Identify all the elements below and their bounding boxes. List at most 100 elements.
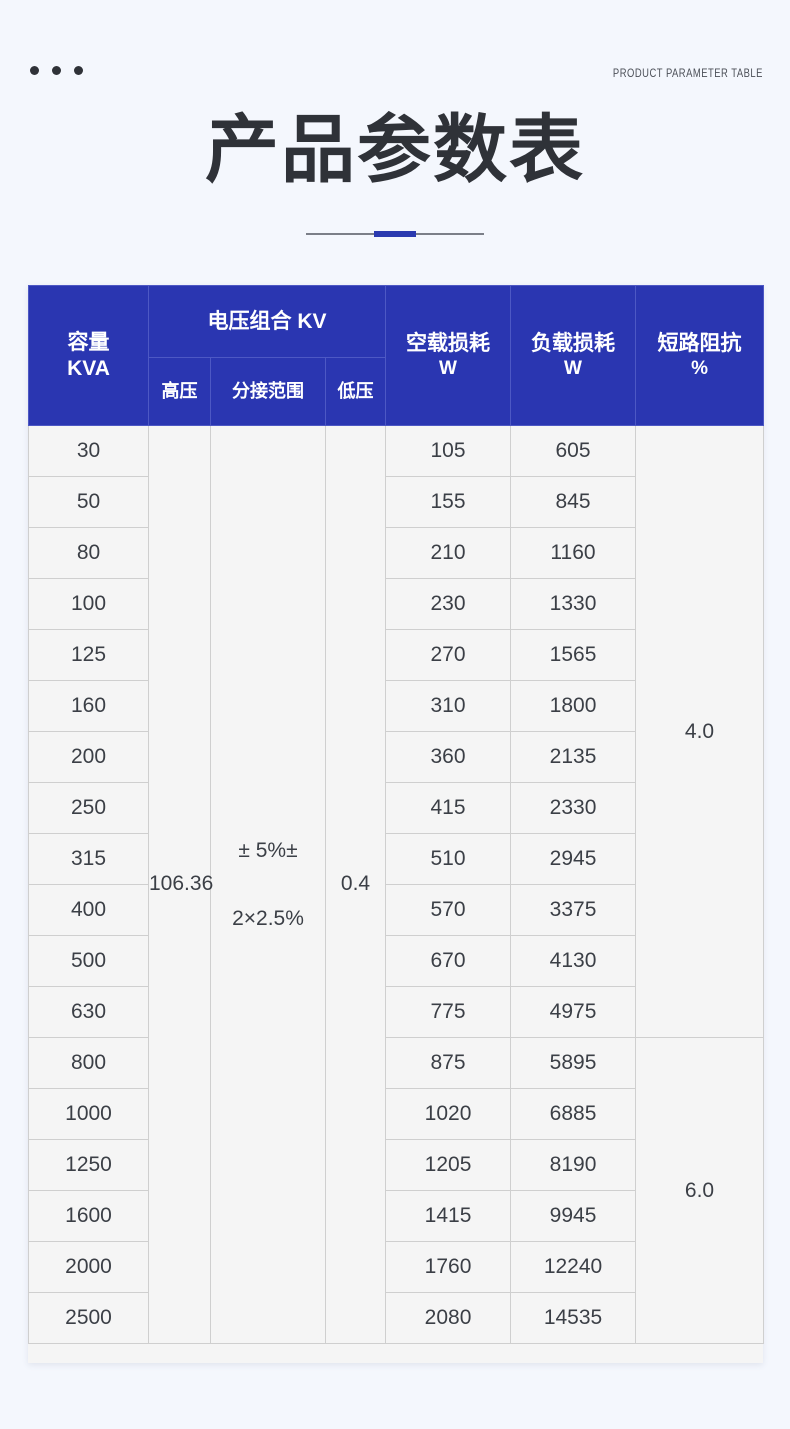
cell-no-load-loss: 270	[385, 629, 512, 681]
table-row: 500 670 4130	[28, 935, 764, 987]
table-row: 80 210 1160	[28, 527, 764, 579]
cell-no-load-loss: 1020	[385, 1088, 512, 1140]
cell-load-loss: 4975	[510, 986, 637, 1038]
cell-no-load-loss: 310	[385, 680, 512, 732]
cell-no-load-loss: 1205	[385, 1139, 512, 1191]
header-no-load-loss: 空载损耗 W	[385, 285, 512, 426]
cell-short-circuit-impedance: 6.0	[635, 1037, 765, 1344]
cell-load-loss: 605	[510, 425, 637, 477]
cell-load-loss: 1565	[510, 629, 637, 681]
top-bar: PRODUCT PARAMETER TABLE	[0, 58, 790, 98]
header-row-primary: 容量 KVA 电压组合 KV 空载损耗 W 负载损耗	[28, 285, 765, 426]
cell-no-load-loss: 570	[385, 884, 512, 936]
title-divider	[0, 230, 790, 237]
cell-low-voltage: 0.4	[324, 425, 387, 1344]
cell-capacity: 2500	[28, 1292, 149, 1344]
header-capacity: 容量 KVA	[28, 285, 149, 426]
divider-accent-segment	[374, 230, 416, 237]
cell-load-loss: 6885	[510, 1088, 637, 1140]
header-voltage-group: 电压组合 KV	[147, 285, 387, 358]
cell-no-load-loss: 2080	[385, 1292, 512, 1344]
cell-no-load-loss: 360	[385, 731, 512, 783]
cell-capacity: 315	[28, 833, 149, 885]
table-row: 100 230 1330	[28, 578, 764, 630]
header-tap-range: 分接范围	[210, 357, 326, 426]
cell-high-voltage: 106.36	[148, 425, 214, 1344]
cell-no-load-loss: 510	[385, 833, 512, 885]
cell-load-loss: 4130	[510, 935, 637, 987]
table-row: 250 415 2330	[28, 782, 764, 834]
high-voltage-value: 6	[201, 872, 214, 896]
cell-load-loss: 1330	[510, 578, 637, 630]
cell-no-load-loss: 210	[385, 527, 512, 579]
cell-no-load-loss: 875	[385, 1037, 512, 1089]
header-impedance-name: 短路阻抗	[657, 332, 742, 356]
divider-left-segment	[306, 232, 374, 235]
cell-load-loss: 2330	[510, 782, 637, 834]
cell-no-load-loss: 230	[385, 578, 512, 630]
cell-capacity: 400	[28, 884, 149, 936]
cell-load-loss: 1800	[510, 680, 637, 732]
cell-no-load-loss: 1760	[385, 1241, 512, 1293]
cell-load-loss: 1160	[510, 527, 637, 579]
header-high-voltage: 高压	[148, 357, 211, 426]
table-row: 630 775 4975	[28, 986, 764, 1038]
cell-capacity: 100	[28, 578, 149, 630]
header-load-loss-unit: W	[564, 357, 582, 379]
decorative-dots	[30, 66, 83, 75]
cell-load-loss: 9945	[510, 1190, 637, 1242]
cell-no-load-loss: 105	[385, 425, 512, 477]
header-no-load-loss-name: 空载损耗	[406, 332, 491, 356]
parameter-table-container: 容量 KVA 电压组合 KV 空载损耗 W 负载损耗	[28, 285, 765, 1363]
cell-capacity: 1600	[28, 1190, 149, 1242]
cell-capacity: 30	[28, 425, 149, 477]
high-voltage-value: 6.3	[172, 872, 202, 896]
header-short-circuit-impedance: 短路阻抗 %	[635, 285, 765, 426]
cell-capacity: 80	[28, 527, 149, 579]
table-row: 1250 1205 8190	[28, 1139, 764, 1191]
table-row: 2000 1760 12240	[28, 1241, 764, 1293]
table-row: 125 270 1565	[28, 629, 764, 681]
dot-icon	[30, 66, 39, 75]
header-load-loss-name: 负载损耗	[531, 332, 616, 356]
cell-no-load-loss: 775	[385, 986, 512, 1038]
cell-load-loss: 12240	[510, 1241, 637, 1293]
cell-load-loss: 2135	[510, 731, 637, 783]
cell-capacity: 1000	[28, 1088, 149, 1140]
table-row: 200 360 2135	[28, 731, 764, 783]
cell-capacity: 2000	[28, 1241, 149, 1293]
table-row: 800 875 5895 6.0	[28, 1037, 765, 1344]
cell-load-loss: 845	[510, 476, 637, 528]
tap-range-value: ± 5%	[238, 839, 287, 863]
cell-load-loss: 5895	[510, 1037, 637, 1089]
dot-icon	[74, 66, 83, 75]
cell-capacity: 500	[28, 935, 149, 987]
divider-right-segment	[416, 232, 484, 235]
table-row: 1000 1020 6885	[28, 1088, 764, 1140]
header-impedance-unit: %	[691, 357, 708, 379]
cell-capacity: 250	[28, 782, 149, 834]
header-no-load-loss-unit: W	[439, 357, 457, 379]
table-header: 容量 KVA 电压组合 KV 空载损耗 W 负载损耗	[28, 285, 765, 426]
cell-no-load-loss: 670	[385, 935, 512, 987]
cell-load-loss: 3375	[510, 884, 637, 936]
cell-capacity: 125	[28, 629, 149, 681]
cell-capacity: 630	[28, 986, 149, 1038]
cell-capacity: 1250	[28, 1139, 149, 1191]
table-row: 400 570 3375	[28, 884, 764, 936]
cell-load-loss: 2945	[510, 833, 637, 885]
cell-capacity: 50	[28, 476, 149, 528]
header-capacity-name: 容量	[67, 330, 110, 354]
eyebrow-text: PRODUCT PARAMETER TABLE	[612, 68, 763, 80]
cell-capacity: 200	[28, 731, 149, 783]
cell-short-circuit-impedance: 4.0	[635, 425, 765, 1038]
header-row-secondary: 高压 分接范围 低压	[29, 357, 764, 426]
table-row: 2500 2080 14535	[28, 1292, 764, 1344]
header-low-voltage: 低压	[324, 357, 387, 426]
table-row: 315 510 2945	[28, 833, 764, 885]
table-row: 50 155 845	[28, 476, 764, 528]
dot-icon	[52, 66, 61, 75]
parameter-table: 容量 KVA 电压组合 KV 空载损耗 W 负载损耗	[28, 285, 765, 1344]
cell-no-load-loss: 1415	[385, 1190, 512, 1242]
